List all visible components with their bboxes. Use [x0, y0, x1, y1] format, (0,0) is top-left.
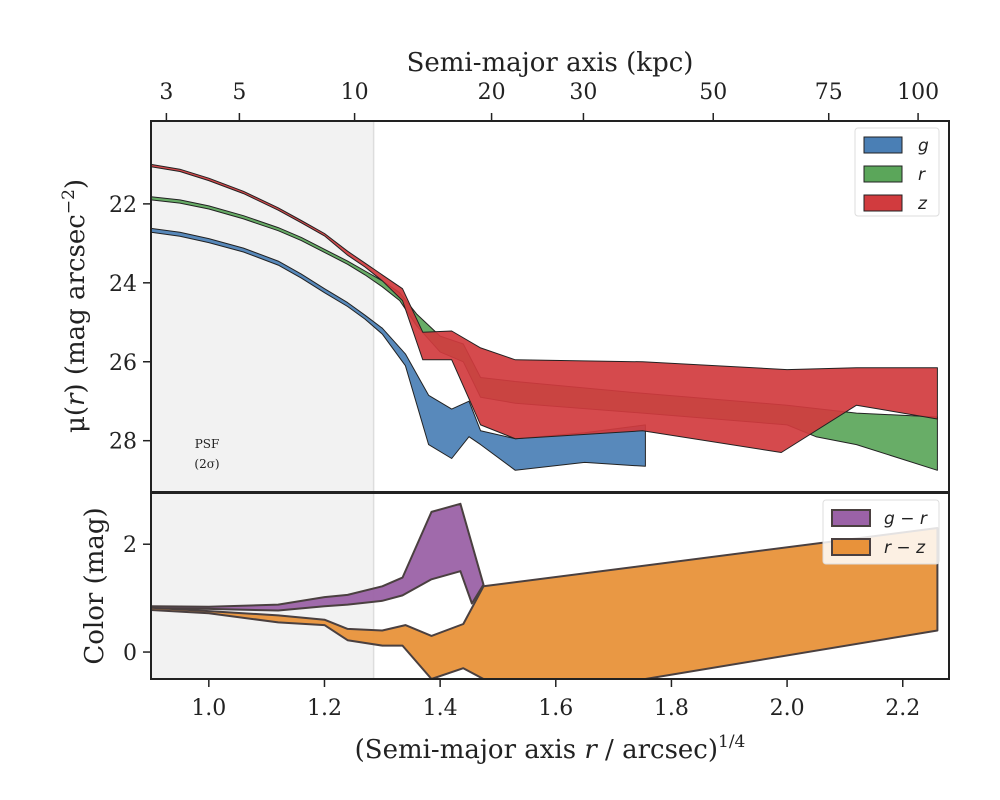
legend-swatch-r	[863, 165, 903, 183]
top-y-axis-title: μ(r) (mag arcsec−2)	[59, 179, 91, 433]
kpc-tick-label: 10	[341, 80, 369, 105]
legend-swatch-r-minus-z	[831, 538, 871, 556]
y-tick-label: 24	[109, 272, 137, 297]
kpc-tick-label: 50	[699, 80, 727, 105]
top-y-axis: 22 24 26 28	[109, 193, 151, 455]
kpc-tick-label: 30	[569, 80, 597, 105]
psf-shade	[151, 493, 374, 679]
psf-shade	[151, 121, 374, 492]
legend-swatch-z	[863, 194, 903, 212]
surface-brightness-areas	[151, 163, 938, 471]
kpc-tick-label: 5	[232, 80, 246, 105]
color-areas	[151, 502, 939, 679]
bottom-legend: g − r r − z	[822, 499, 940, 565]
x-tick-label: 1.8	[654, 696, 689, 721]
psf-label-line1: PSF	[195, 437, 220, 451]
bottom-x-axis: 1.0 1.2 1.4 1.6 1.8 2.0 2.2	[191, 679, 920, 721]
x-tick-label: 2.0	[770, 696, 805, 721]
legend-swatch-g	[863, 136, 903, 154]
kpc-tick-label: 100	[897, 80, 939, 105]
kpc-tick-label: 3	[159, 80, 173, 105]
x-tick-label: 1.0	[191, 696, 226, 721]
legend-swatch-g-minus-r	[831, 509, 871, 527]
band-r-minus-z	[151, 527, 939, 679]
x-tick-label: 2.2	[885, 696, 920, 721]
band-z	[151, 163, 938, 453]
y-tick-label: 2	[123, 533, 137, 558]
legend-label-r-minus-z: r − z	[884, 538, 926, 558]
x-tick-label: 1.2	[307, 696, 342, 721]
kpc-tick-label: 20	[478, 80, 506, 105]
y-tick-label: 0	[123, 641, 137, 666]
kpc-tick-label: 75	[815, 80, 843, 105]
legend-label-z: z	[917, 194, 928, 214]
x-tick-label: 1.4	[423, 696, 458, 721]
legend-label-g-minus-r: g − r	[884, 509, 928, 529]
top-legend: grz	[854, 127, 940, 217]
bottom-y-axis: 02	[123, 533, 151, 666]
y-tick-label: 26	[109, 351, 137, 376]
y-tick-label: 28	[109, 430, 137, 455]
x-tick-label: 1.6	[538, 696, 573, 721]
psf-label-line2: (2σ)	[194, 457, 219, 471]
y-tick-label: 22	[109, 193, 137, 218]
band-g	[151, 227, 646, 471]
bottom-y-axis-title: Color (mag)	[80, 507, 110, 664]
bottom-panel-frame	[150, 492, 950, 680]
band-g-minus-r	[151, 502, 485, 612]
x-axis-title: (Semi-major axis r / arcsec)1/4	[355, 732, 746, 765]
legend-label-g: g	[918, 136, 929, 156]
top-panel: 22 24 26 28 3 5 10 20 30 50 75 100 Semi-major axis…	[59, 48, 950, 493]
top-kpc-axis: 3 5 10 20 30 50 75 100	[159, 80, 939, 121]
legend-label-r: r	[918, 165, 926, 185]
bottom-panel: 02 1.0 1.2 1.4 1.6 1.8 2.0 2.2 Color (mag) (Se…	[80, 492, 950, 765]
top-axis-title: Semi-major axis (kpc)	[407, 48, 694, 78]
